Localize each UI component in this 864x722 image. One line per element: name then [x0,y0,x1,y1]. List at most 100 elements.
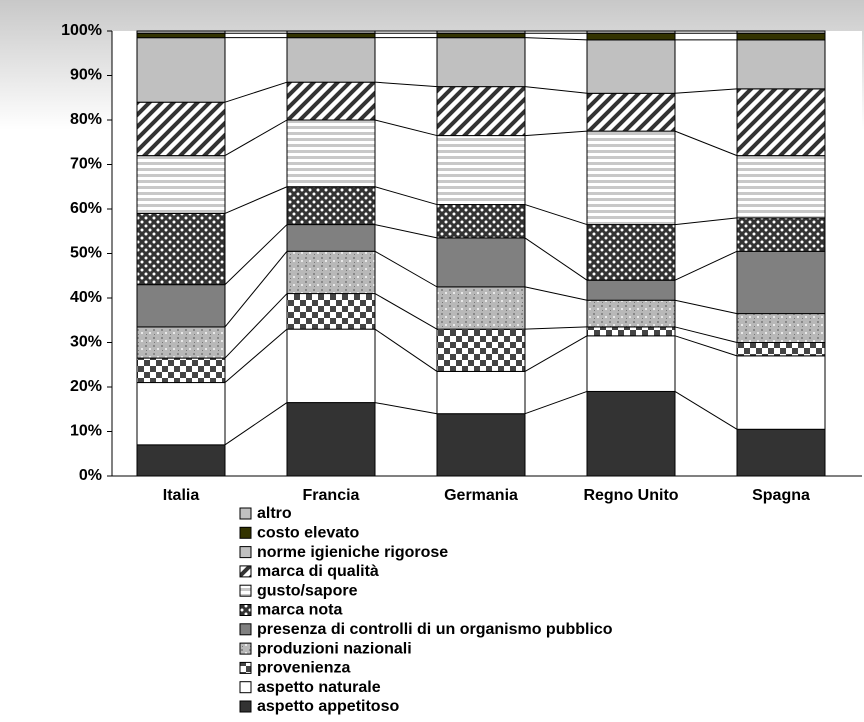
legend-swatch [239,623,252,636]
connector-line [374,186,438,206]
connector-line [674,335,738,357]
connector-line [374,119,438,137]
connector-line [524,37,588,41]
y-tick-label: 40% [70,289,102,306]
bar-segment [136,284,226,328]
x-tick-label: Germania [444,487,518,504]
legend-swatch [239,642,252,655]
bar-segment [286,250,376,295]
connector-line [674,326,738,343]
bar-segment [436,413,526,477]
legend-label: marca nota [257,602,342,619]
x-tick-label: Regno Unito [583,487,678,504]
x-tick-label: Francia [303,487,360,504]
bar-segment [736,155,826,219]
bar-segment [436,286,526,330]
connector-line [674,391,738,430]
bar-segment [586,326,676,337]
connector-line [674,88,738,94]
connector-line [374,402,438,415]
legend-label: aspetto naturale [257,679,381,696]
bar-segment [586,32,676,41]
connector-line [224,402,288,446]
y-tick-label: 30% [70,334,102,351]
connector-line [524,130,588,137]
bar-segment [286,32,376,39]
connector-line [524,286,588,301]
bar-segment [136,382,226,446]
bar-segment [286,81,376,121]
bar-segment [436,135,526,206]
bar-segment [286,119,376,188]
bar-segment [286,224,376,252]
bar-segment [736,428,826,477]
bar-segment [736,39,826,90]
connector-line [224,224,288,286]
y-tick-label: 10% [70,423,102,440]
bar-segment [736,217,826,252]
bar-segment [586,30,676,34]
legend-label: presenza di controlli di un organismo pu… [257,621,613,638]
connector-line [374,293,438,330]
legend-swatch [239,584,252,597]
bar-segment [736,313,826,344]
bar-segment [286,186,376,226]
y-tick-label: 100% [61,22,102,39]
bar-segment [286,402,376,477]
bar-segment [136,155,226,214]
bar-segment [586,279,676,301]
connector-line [224,293,288,359]
connector-line [674,250,738,281]
legend-swatch [239,526,252,539]
legend-swatch [239,681,252,694]
legend-label: aspetto appetitoso [257,698,399,715]
bar-segment [586,92,676,132]
bar-segment [286,37,376,83]
x-tick-label: Spagna [752,487,810,504]
bar-segment [436,237,526,288]
bar-segment [586,39,676,94]
bar-segment [586,390,676,477]
x-tick-label: Italia [163,487,200,504]
bar-segment [136,444,226,477]
y-tick-label: 0% [79,467,102,484]
connector-line [674,130,738,157]
y-tick-label: 90% [70,67,102,84]
bar-segment [136,32,226,39]
bar-segment [736,30,826,34]
bar-segment [586,299,676,328]
legend-swatch [239,565,252,578]
bar-segment [136,101,226,157]
legend-label: produzioni nazionali [257,640,412,657]
bar-segment [436,30,526,34]
connector-line [524,86,588,94]
bar-segment [286,293,376,330]
bar-segment [136,357,226,384]
connector-line [674,217,738,226]
y-tick-label: 80% [70,111,102,128]
legend-swatch [239,700,252,713]
connector-line [224,119,288,157]
bar-segment [436,37,526,88]
bar-segment [736,32,826,41]
bar-segment [736,88,826,157]
y-tick-label: 20% [70,378,102,395]
bar-segment [586,335,676,392]
bar-segment [286,328,376,404]
legend-label: gusto/sapore [257,582,358,599]
y-tick-label: 70% [70,156,102,173]
connector-line [224,328,288,383]
legend-label: costo elevato [257,525,359,542]
bar-segment [136,30,226,34]
bar-segment [436,370,526,415]
connector-line [524,204,588,226]
bar-segment [736,250,826,315]
bar-segment [736,355,826,430]
y-tick-label: 60% [70,200,102,217]
connector-line [524,237,588,281]
connector-line [224,186,288,214]
bar-segment [286,30,376,34]
connector-line [674,299,738,315]
connector-line [224,81,288,103]
connector-line [224,250,288,328]
